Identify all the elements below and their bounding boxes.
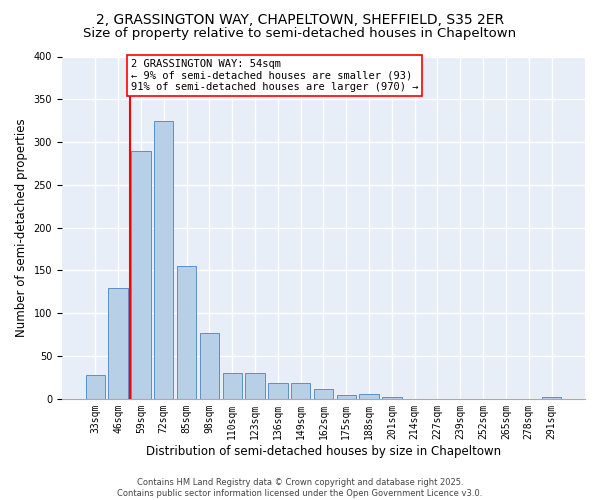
- Y-axis label: Number of semi-detached properties: Number of semi-detached properties: [15, 118, 28, 337]
- Bar: [268, 384, 287, 399]
- Bar: [359, 394, 379, 399]
- Bar: [200, 333, 219, 399]
- Bar: [337, 394, 356, 399]
- X-axis label: Distribution of semi-detached houses by size in Chapeltown: Distribution of semi-detached houses by …: [146, 444, 501, 458]
- Bar: [245, 373, 265, 399]
- Bar: [86, 375, 105, 399]
- Bar: [131, 150, 151, 399]
- Bar: [382, 397, 401, 399]
- Bar: [154, 120, 173, 399]
- Bar: [291, 384, 310, 399]
- Text: Size of property relative to semi-detached houses in Chapeltown: Size of property relative to semi-detach…: [83, 28, 517, 40]
- Text: 2 GRASSINGTON WAY: 54sqm
← 9% of semi-detached houses are smaller (93)
91% of se: 2 GRASSINGTON WAY: 54sqm ← 9% of semi-de…: [131, 59, 418, 92]
- Text: 2, GRASSINGTON WAY, CHAPELTOWN, SHEFFIELD, S35 2ER: 2, GRASSINGTON WAY, CHAPELTOWN, SHEFFIEL…: [96, 12, 504, 26]
- Bar: [314, 388, 333, 399]
- Bar: [177, 266, 196, 399]
- Bar: [223, 373, 242, 399]
- Bar: [542, 397, 561, 399]
- Text: Contains HM Land Registry data © Crown copyright and database right 2025.
Contai: Contains HM Land Registry data © Crown c…: [118, 478, 482, 498]
- Bar: [109, 288, 128, 399]
